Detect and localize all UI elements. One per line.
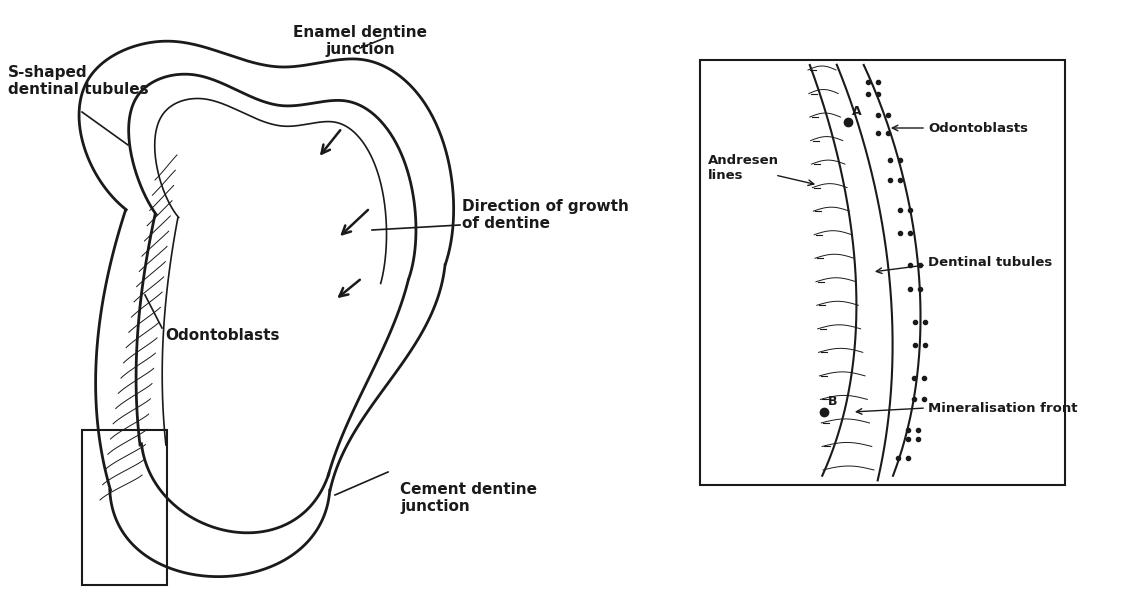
Bar: [82, 430, 167, 585]
Text: Cement dentine
junction: Cement dentine junction: [400, 482, 537, 514]
Text: Dentinal tubules: Dentinal tubules: [928, 256, 1052, 269]
Text: Odontoblasts: Odontoblasts: [165, 328, 279, 343]
Bar: [700, 60, 1065, 485]
Text: Direction of growth
of dentine: Direction of growth of dentine: [462, 199, 629, 231]
Text: S-shaped
dentinal tubules: S-shaped dentinal tubules: [8, 65, 149, 97]
Text: Andresen
lines: Andresen lines: [708, 154, 779, 182]
Text: Enamel dentine
junction: Enamel dentine junction: [293, 25, 427, 58]
Text: Odontoblasts: Odontoblasts: [928, 121, 1028, 134]
Text: Mineralisation front: Mineralisation front: [928, 401, 1077, 415]
Text: A: A: [852, 105, 861, 118]
Text: B: B: [829, 395, 838, 408]
